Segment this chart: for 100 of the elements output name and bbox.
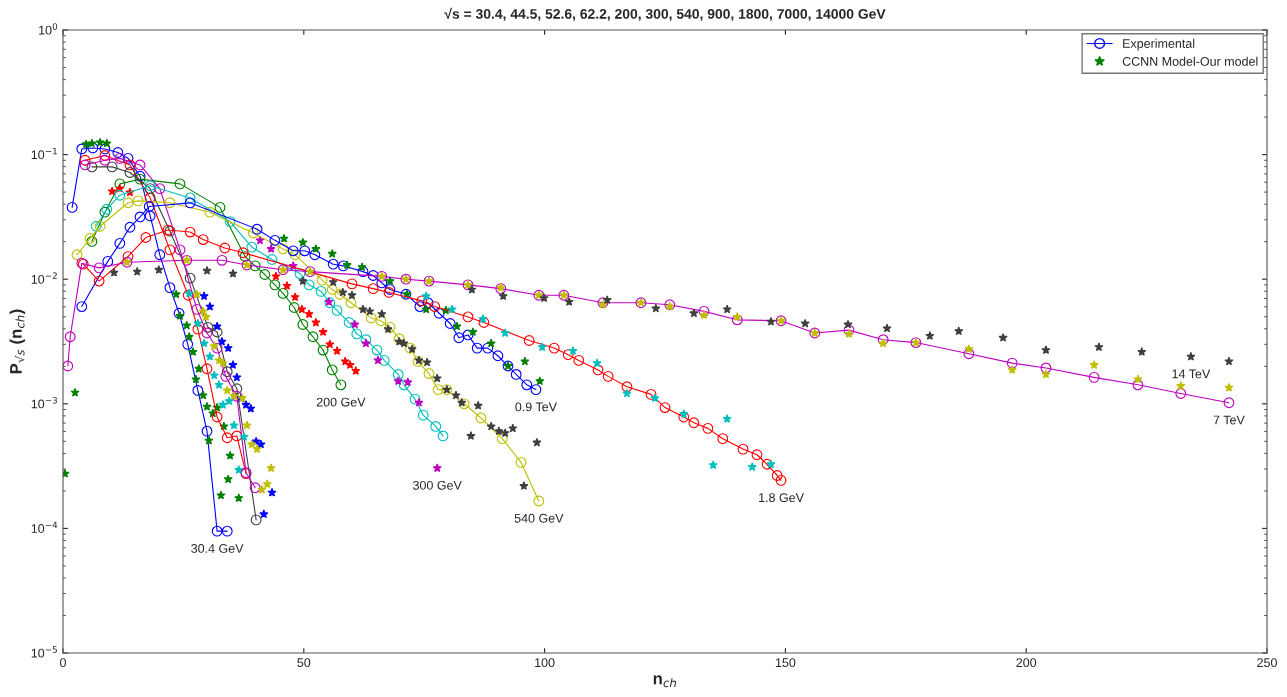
x-axis-title: n$_{ch}$ — [653, 675, 677, 688]
point — [1133, 374, 1143, 384]
point — [250, 514, 262, 526]
point — [212, 321, 222, 331]
point — [86, 161, 98, 173]
annotation: 14 TeV — [1172, 369, 1211, 379]
y-tick-label: 10$^{−1}$ — [31, 147, 57, 160]
point — [508, 423, 518, 433]
point — [220, 370, 232, 382]
point — [679, 409, 689, 419]
point — [747, 462, 757, 471]
point — [211, 525, 223, 537]
point — [1088, 371, 1100, 383]
point — [722, 414, 732, 423]
point — [164, 244, 176, 256]
point — [751, 449, 763, 461]
point — [358, 304, 368, 314]
annotation: 540 GeV — [514, 513, 564, 523]
point — [334, 288, 346, 300]
point — [347, 290, 357, 300]
point — [1137, 347, 1147, 356]
point — [249, 482, 261, 494]
annotation: 0.9 TeV — [515, 402, 557, 412]
point — [140, 232, 152, 243]
point — [462, 311, 474, 323]
point — [79, 154, 91, 166]
point — [392, 369, 404, 380]
point — [432, 463, 442, 473]
point — [76, 143, 88, 155]
point — [277, 243, 289, 255]
point — [192, 385, 204, 396]
point — [432, 384, 444, 396]
point — [249, 260, 261, 272]
annotation: 7 TeV — [1213, 415, 1245, 425]
point — [114, 178, 126, 190]
point — [328, 277, 338, 287]
point — [184, 192, 196, 204]
point — [365, 312, 377, 324]
point — [114, 237, 126, 249]
point — [107, 186, 117, 196]
point — [218, 358, 228, 368]
point — [429, 301, 441, 312]
point — [351, 328, 363, 340]
point — [182, 338, 194, 350]
point — [332, 346, 342, 355]
point — [878, 338, 888, 348]
point — [1040, 362, 1052, 374]
point — [462, 329, 474, 341]
point — [266, 244, 276, 253]
point — [371, 344, 383, 356]
point — [219, 242, 231, 254]
point — [423, 368, 435, 379]
point — [345, 360, 355, 369]
point — [478, 317, 490, 328]
point — [444, 318, 456, 329]
point — [621, 381, 633, 393]
point — [602, 370, 614, 382]
point — [520, 356, 530, 366]
point — [259, 269, 271, 280]
point — [1041, 345, 1051, 355]
point — [76, 301, 88, 312]
point — [132, 195, 144, 207]
point — [184, 272, 196, 284]
x-tick-label: 50 — [297, 658, 311, 668]
point — [134, 211, 146, 223]
point — [247, 227, 259, 239]
point — [478, 314, 488, 323]
point — [297, 319, 309, 330]
point — [1175, 388, 1187, 399]
annotation: 300 GeV — [413, 480, 462, 490]
point — [289, 249, 301, 261]
point — [134, 159, 146, 171]
point — [775, 474, 787, 486]
point — [303, 279, 315, 291]
point — [766, 316, 776, 326]
point — [214, 380, 224, 389]
point — [315, 285, 327, 297]
point — [114, 189, 126, 201]
point — [102, 255, 114, 267]
point — [954, 326, 964, 336]
y-tick-label: 10$^{−3}$ — [31, 396, 57, 409]
x-tick-label: 100 — [535, 658, 555, 668]
point — [466, 431, 476, 440]
point — [844, 329, 854, 338]
point — [385, 276, 395, 286]
point — [568, 346, 578, 355]
point — [198, 306, 208, 316]
point — [533, 495, 545, 507]
point — [325, 339, 335, 349]
point — [223, 474, 233, 484]
point — [79, 159, 91, 171]
point — [271, 271, 281, 281]
point — [234, 465, 244, 474]
point — [122, 197, 134, 209]
point — [998, 332, 1008, 342]
point — [416, 295, 428, 307]
point — [266, 463, 276, 473]
point — [269, 279, 281, 291]
point — [689, 308, 699, 318]
point — [277, 287, 289, 299]
